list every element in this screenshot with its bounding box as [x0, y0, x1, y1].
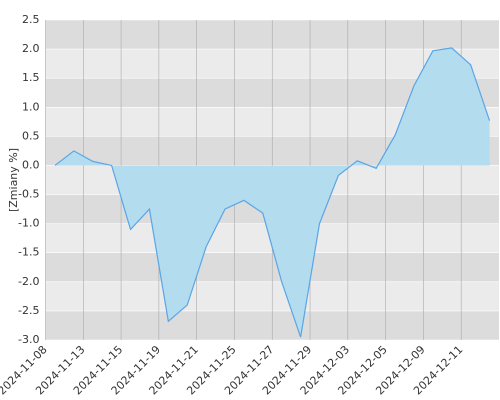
- y-tick-label: -1.5: [18, 246, 39, 259]
- y-tick-label: -2.5: [18, 304, 39, 317]
- y-tick-label: 2.5: [22, 13, 40, 26]
- area-line: [54, 47, 491, 338]
- y-tick-label: -0.5: [18, 188, 39, 201]
- y-tick-label: -1.0: [18, 217, 39, 230]
- y-tick-label: -2.0: [18, 275, 39, 288]
- y-tick-label: 0.0: [22, 158, 40, 171]
- area-fill: [54, 47, 490, 338]
- y-axis-label: [Zmiany %]: [7, 148, 20, 212]
- y-tick-label: 2.0: [22, 42, 40, 55]
- y-tick-label: -3.0: [18, 333, 39, 346]
- y-tick-label: 1.5: [22, 71, 40, 84]
- y-tick-label: 1.0: [22, 100, 40, 113]
- y-tick-label: 0.5: [22, 129, 40, 142]
